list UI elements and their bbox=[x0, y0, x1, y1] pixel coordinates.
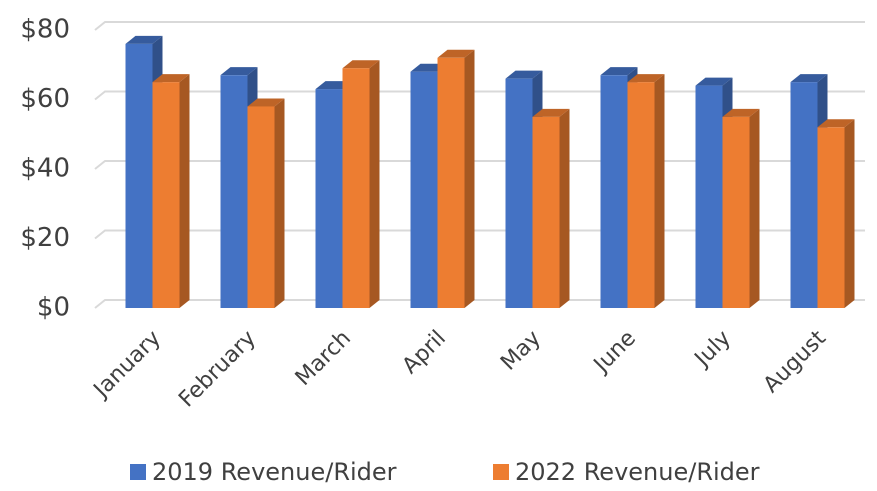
x-tick-label: February bbox=[174, 326, 261, 413]
bar-side bbox=[464, 49, 475, 309]
bar-front bbox=[410, 71, 438, 308]
x-tick-label: June bbox=[588, 326, 641, 379]
bar-side bbox=[749, 108, 760, 308]
bar-top bbox=[627, 74, 665, 83]
bar-top bbox=[790, 74, 828, 83]
x-tick-label: July bbox=[689, 326, 736, 373]
bar-front bbox=[152, 82, 180, 308]
bar-top bbox=[437, 49, 475, 58]
bar-front bbox=[220, 75, 248, 308]
x-tick-label: March bbox=[291, 326, 356, 391]
bar bbox=[627, 74, 665, 308]
bar bbox=[722, 108, 760, 308]
bar-front bbox=[505, 78, 533, 309]
bar-front bbox=[600, 75, 628, 308]
bar bbox=[437, 49, 475, 309]
bar-top bbox=[505, 70, 543, 79]
bar bbox=[817, 119, 855, 308]
bar bbox=[247, 98, 285, 308]
bar-front bbox=[695, 85, 723, 308]
bar-front bbox=[437, 57, 465, 308]
bar-top bbox=[600, 67, 638, 76]
legend-swatch bbox=[130, 464, 146, 480]
bar bbox=[532, 108, 570, 308]
legend-swatch bbox=[493, 464, 509, 480]
grid-line bbox=[94, 90, 865, 101]
bar-front bbox=[247, 106, 275, 308]
bar-side bbox=[844, 119, 855, 308]
x-tick-label: August bbox=[759, 326, 831, 398]
y-tick-label: $80 bbox=[20, 15, 70, 45]
bar-top bbox=[695, 77, 733, 86]
bar-side bbox=[654, 74, 665, 308]
bar-side bbox=[369, 60, 380, 308]
bar-top bbox=[220, 67, 258, 76]
x-tick-label: April bbox=[398, 326, 451, 379]
bar-top bbox=[125, 35, 163, 44]
legend-label: 2019 Revenue/Rider bbox=[152, 458, 397, 486]
bar-top bbox=[342, 60, 380, 69]
bar-front bbox=[125, 43, 153, 309]
bar-top bbox=[817, 119, 855, 128]
bar bbox=[152, 74, 190, 308]
grid-line bbox=[94, 21, 865, 31]
bar-side bbox=[179, 74, 190, 308]
bar-front bbox=[532, 116, 560, 308]
bar-front bbox=[790, 82, 818, 308]
y-tick-label: $20 bbox=[20, 223, 70, 253]
bar-front bbox=[627, 82, 655, 308]
bar-top bbox=[247, 98, 285, 107]
bar-side bbox=[559, 108, 570, 308]
bar-top bbox=[152, 74, 190, 83]
y-tick-label: $40 bbox=[20, 154, 70, 184]
bar-front bbox=[342, 68, 370, 308]
legend-label: 2022 Revenue/Rider bbox=[515, 458, 760, 486]
bar bbox=[342, 60, 380, 308]
x-tick-label: May bbox=[496, 326, 546, 376]
bar-front bbox=[315, 89, 343, 308]
x-tick-label: January bbox=[88, 326, 166, 404]
bar-front bbox=[817, 127, 845, 308]
y-tick-label: $0 bbox=[37, 293, 70, 323]
bar-front bbox=[722, 116, 750, 308]
bar-top bbox=[722, 108, 760, 117]
bar-top bbox=[532, 108, 570, 117]
bar-side bbox=[274, 98, 285, 308]
y-tick-label: $60 bbox=[20, 84, 70, 114]
